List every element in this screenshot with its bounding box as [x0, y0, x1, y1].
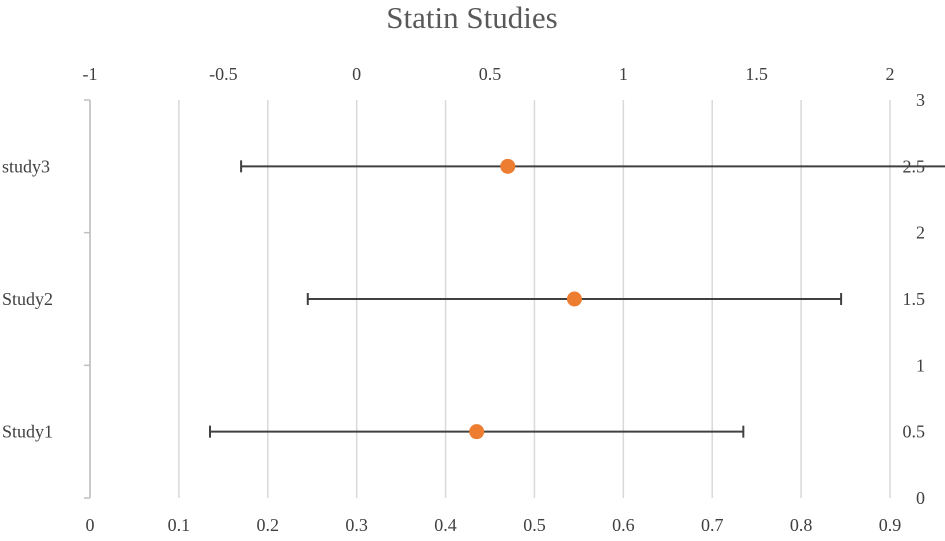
- right-tick-label: 0: [916, 488, 925, 508]
- bottom-tick-label: 0.2: [257, 515, 280, 535]
- top-tick-label: -0.5: [209, 64, 238, 84]
- top-tick-label: -1: [83, 64, 98, 84]
- bottom-axis-ticks: 0 0.1 0.2 0.3 0.4 0.5 0.6 0.7 0.8 0.9: [86, 515, 902, 535]
- top-tick-label: 2: [886, 64, 895, 84]
- top-tick-label: 1: [619, 64, 628, 84]
- right-tick-label: 1.5: [903, 289, 926, 309]
- right-tick-label: 1: [916, 355, 925, 375]
- bottom-tick-label: 0.5: [523, 515, 546, 535]
- right-tick-label: 2: [916, 223, 925, 243]
- bottom-tick-label: 0: [86, 515, 95, 535]
- category-label-study1: Study1: [2, 422, 53, 442]
- bottom-tick-label: 0.1: [168, 515, 191, 535]
- bottom-tick-label: 0.6: [612, 515, 635, 535]
- top-tick-label: 0: [352, 64, 361, 84]
- axes: [84, 99, 91, 499]
- data-points: [469, 158, 582, 440]
- bottom-tick-label: 0.8: [790, 515, 813, 535]
- data-point-study1: [469, 424, 485, 440]
- bottom-tick-label: 0.7: [701, 515, 724, 535]
- data-point-study2: [566, 291, 582, 307]
- right-axis-ticks: 00.511.522.53: [903, 90, 926, 508]
- top-tick-label: 0.5: [479, 64, 502, 84]
- bottom-tick-label: 0.3: [345, 515, 368, 535]
- chart-title: Statin Studies: [386, 0, 557, 35]
- right-tick-label: 0.5: [903, 422, 926, 442]
- data-point-study3: [500, 158, 516, 174]
- top-axis-ticks: -1 -0.5 0 0.5 1 1.5 2: [83, 64, 895, 84]
- right-tick-label: 3: [916, 90, 925, 110]
- top-tick-label: 1.5: [745, 64, 768, 84]
- bottom-tick-label: 0.9: [879, 515, 902, 535]
- category-label-study2: Study2: [2, 289, 53, 309]
- category-labels: Study1 Study2 study3: [2, 156, 53, 441]
- bottom-tick-label: 0.4: [434, 515, 457, 535]
- category-label-study3: study3: [2, 156, 50, 176]
